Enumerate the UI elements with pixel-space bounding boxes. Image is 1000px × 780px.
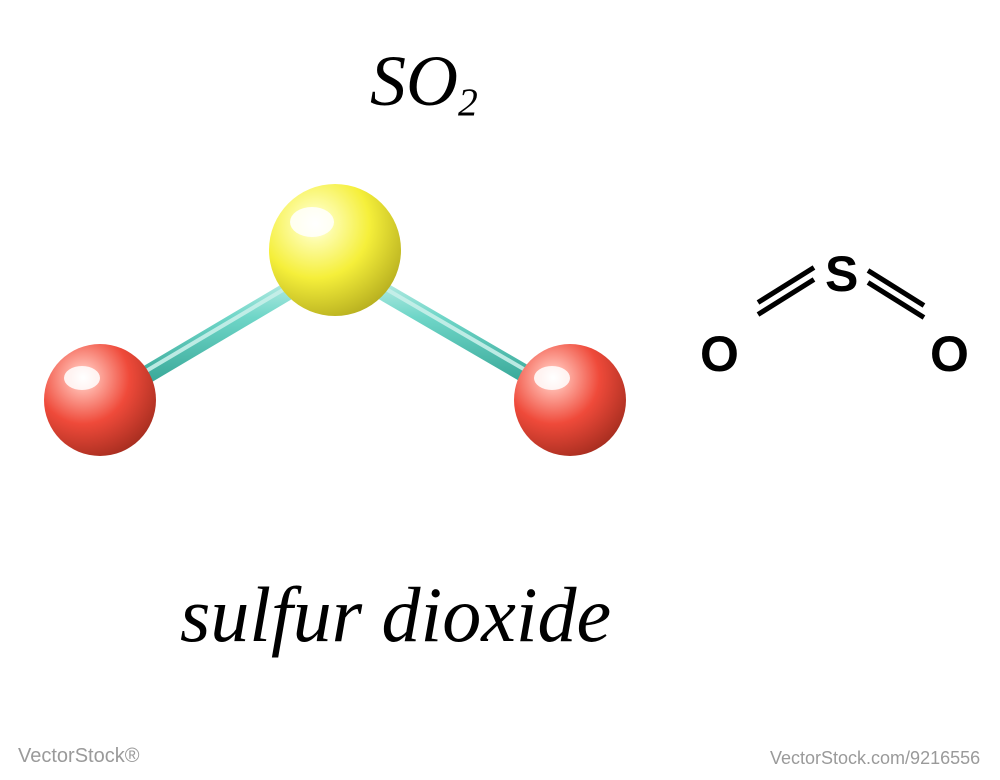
struct-oxygen-left: O xyxy=(700,325,739,383)
watermark-right: VectorStock.com/9216556 xyxy=(770,748,980,769)
atom-sulfur xyxy=(269,184,401,316)
formula-main: SO xyxy=(370,41,458,121)
watermark-left: VectorStock® xyxy=(18,745,139,768)
compound-name: sulfur dioxide xyxy=(180,570,611,660)
struct-oxygen-right: O xyxy=(930,325,969,383)
atom-oxygen-right xyxy=(514,344,626,456)
chemical-formula: SO2 xyxy=(370,40,478,123)
formula-subscript: 2 xyxy=(458,80,478,124)
struct-sulfur: S xyxy=(825,245,858,303)
molecule-3d xyxy=(0,0,1000,780)
atom-oxygen-left xyxy=(44,344,156,456)
